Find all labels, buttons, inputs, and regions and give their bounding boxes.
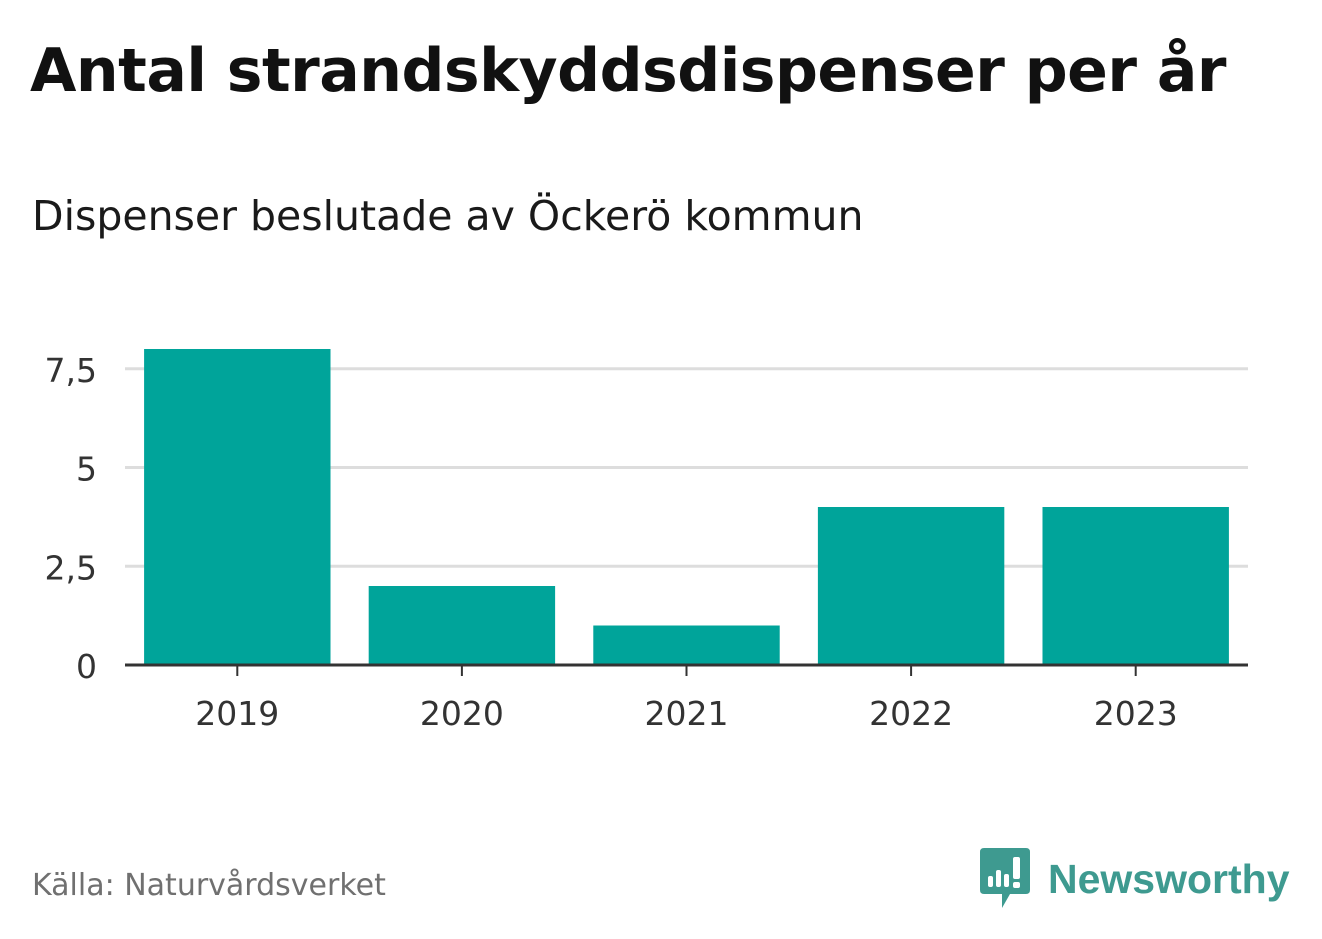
x-tick-label: 2023: [1094, 694, 1178, 733]
brand-name: Newsworthy: [1048, 855, 1290, 902]
bar: [593, 625, 780, 665]
bar: [368, 586, 556, 665]
bar: [1042, 507, 1229, 665]
chart-title: Antal strandskyddsdispenser per år: [30, 36, 1226, 106]
bar: [144, 349, 331, 665]
bars: [144, 349, 1229, 665]
y-tick-label: 0: [76, 647, 97, 686]
x-tick-label: 2022: [869, 694, 953, 733]
brand-logo[interactable]: Newsworthy: [980, 848, 1290, 910]
y-tick-label: 5: [76, 450, 97, 489]
chart-subtitle: Dispenser beslutade av Öckerö kommun: [32, 192, 864, 240]
x-tick-label: 2021: [645, 694, 729, 733]
bar: [817, 507, 1005, 665]
y-tick-label: 2,5: [45, 548, 97, 587]
y-axis-ticks: 0 2,5 5 7,5: [45, 351, 97, 686]
source-note: Källa: Naturvårdsverket: [32, 868, 386, 903]
newsworthy-logo-icon: [980, 848, 1030, 908]
x-tick-label: 2020: [420, 694, 504, 733]
y-tick-label: 7,5: [45, 351, 97, 390]
x-axis-ticks: 2019 2020 2021 2022 2023: [195, 665, 1178, 733]
x-tick-label: 2019: [195, 694, 279, 733]
